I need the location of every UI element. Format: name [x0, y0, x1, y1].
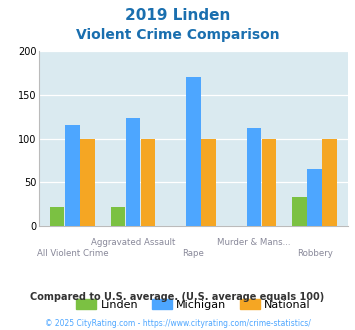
Legend: Linden, Michigan, National: Linden, Michigan, National — [72, 295, 315, 314]
Text: © 2025 CityRating.com - https://www.cityrating.com/crime-statistics/: © 2025 CityRating.com - https://www.city… — [45, 319, 310, 328]
Bar — [126, 118, 140, 226]
Bar — [110, 207, 125, 226]
Bar — [80, 139, 95, 226]
Text: 2019 Linden: 2019 Linden — [125, 8, 230, 23]
Bar — [65, 125, 80, 226]
Text: Robbery: Robbery — [297, 249, 333, 258]
Bar — [247, 128, 261, 226]
Bar — [262, 139, 277, 226]
Bar — [322, 139, 337, 226]
Text: Rape: Rape — [182, 249, 204, 258]
Bar — [201, 139, 216, 226]
Text: Aggravated Assault: Aggravated Assault — [91, 238, 175, 247]
Text: Compared to U.S. average. (U.S. average equals 100): Compared to U.S. average. (U.S. average … — [31, 292, 324, 302]
Text: Murder & Mans...: Murder & Mans... — [217, 238, 291, 247]
Bar — [307, 169, 322, 226]
Text: All Violent Crime: All Violent Crime — [37, 249, 108, 258]
Bar — [292, 197, 307, 226]
Bar — [50, 207, 65, 226]
Bar — [186, 78, 201, 226]
Bar — [141, 139, 155, 226]
Text: Violent Crime Comparison: Violent Crime Comparison — [76, 28, 279, 42]
